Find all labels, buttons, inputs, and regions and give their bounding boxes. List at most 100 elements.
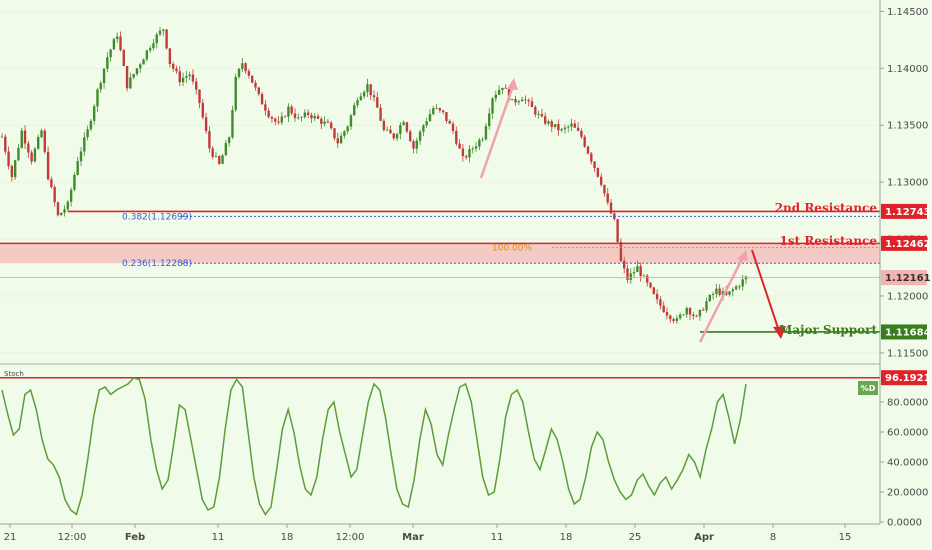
price-tag-label: 1.12462: [885, 239, 931, 250]
candle-body: [629, 273, 632, 280]
candle-body: [441, 110, 445, 113]
candle-body: [567, 126, 570, 128]
candle-body: [336, 138, 339, 144]
candle-body: [474, 146, 478, 149]
candle-body: [504, 87, 507, 89]
candle-body: [698, 309, 702, 317]
stoch-tick-label: 80.0000: [887, 398, 928, 409]
time-tick-label: 11: [212, 532, 225, 543]
candle-body: [524, 99, 527, 101]
candle-body: [109, 49, 112, 58]
candle-body: [418, 131, 422, 141]
candle-body: [125, 66, 129, 89]
candle-body: [553, 124, 557, 127]
time-tick-label: 25: [629, 532, 642, 543]
candle-body: [616, 219, 619, 243]
candle-body: [330, 122, 333, 129]
time-tick-label: 8: [770, 532, 776, 543]
candle-body: [4, 136, 7, 152]
candle-body: [636, 266, 639, 273]
candle-body: [422, 125, 425, 132]
candle-body: [471, 148, 474, 150]
price-tag-label: 1.11684: [885, 327, 931, 338]
candle-body: [425, 121, 428, 126]
down-arrowhead: [773, 326, 786, 339]
candle-body: [326, 121, 330, 123]
candle-body: [455, 130, 458, 144]
candle-body: [244, 63, 247, 72]
candle-body: [382, 120, 386, 131]
candle-body: [573, 123, 577, 128]
candle-body: [376, 97, 379, 108]
candle-body: [738, 286, 741, 288]
candle-body: [254, 82, 257, 88]
candle-body: [135, 68, 139, 75]
candle-body: [89, 120, 93, 130]
candle-body: [517, 101, 521, 103]
price-tick-label: 1.13500: [887, 121, 928, 132]
candle-body: [543, 116, 547, 124]
fib-label: 0.236(1.12288): [122, 259, 192, 269]
candle-body: [267, 110, 270, 118]
time-tick-label: 11: [491, 532, 504, 543]
candle-body: [257, 87, 260, 95]
time-tick-label: 15: [839, 532, 852, 543]
candle-body: [346, 126, 349, 132]
candle-body: [287, 106, 290, 117]
down-arrow: [751, 249, 781, 335]
candle-body: [353, 105, 356, 116]
candle-body: [145, 50, 149, 60]
candle-body: [649, 282, 652, 288]
candle-body: [185, 76, 188, 78]
stoch-tick-label: 40.0000: [887, 458, 928, 469]
candle-body: [497, 89, 501, 95]
candle-body: [632, 272, 636, 274]
price-tick-label: 1.12000: [887, 291, 928, 302]
price-tick-label: 1.14500: [887, 7, 928, 18]
candle-body: [333, 128, 336, 139]
candle-body: [23, 130, 27, 144]
candle-body: [86, 129, 89, 138]
candle-body: [37, 137, 40, 149]
candle-body: [672, 319, 675, 321]
candle-body: [306, 112, 310, 115]
candle-body: [652, 287, 656, 294]
candle-body: [211, 148, 214, 157]
candle-body: [148, 48, 152, 51]
candle-body: [464, 156, 468, 158]
candle-body: [685, 308, 688, 315]
grid: [0, 11, 880, 354]
candle-body: [30, 152, 33, 162]
candle-body: [438, 108, 442, 111]
candle-body: [293, 113, 297, 119]
candle-body: [283, 116, 287, 118]
candle-body: [303, 112, 307, 118]
resistance-zone: [0, 243, 880, 264]
candle-body: [218, 156, 221, 164]
candle-body: [488, 113, 491, 127]
candle-body: [534, 107, 537, 115]
candle-body: [619, 242, 623, 261]
candle-body: [494, 94, 498, 99]
candle-body: [461, 148, 465, 157]
candle-body: [675, 318, 679, 321]
candle-body: [659, 299, 662, 306]
candle-body: [718, 288, 721, 295]
candle-body: [208, 131, 211, 149]
candle-body: [399, 124, 402, 134]
candle-body: [359, 96, 363, 101]
candle-body: [705, 301, 708, 311]
candle-body: [50, 179, 53, 188]
candle-body: [339, 135, 343, 144]
candle-body: [181, 77, 185, 83]
candle-body: [139, 64, 142, 69]
candle-body: [168, 48, 172, 64]
candle-body: [741, 279, 744, 287]
candle-body: [711, 294, 715, 295]
stoch-axis: 80.0000 60.0000 40.0000 20.0000 0.0000: [880, 398, 928, 529]
candle-body: [725, 291, 728, 295]
candle-body: [343, 131, 346, 136]
candle-body: [514, 99, 517, 103]
candle-body: [688, 308, 692, 315]
candle-body: [501, 87, 504, 90]
